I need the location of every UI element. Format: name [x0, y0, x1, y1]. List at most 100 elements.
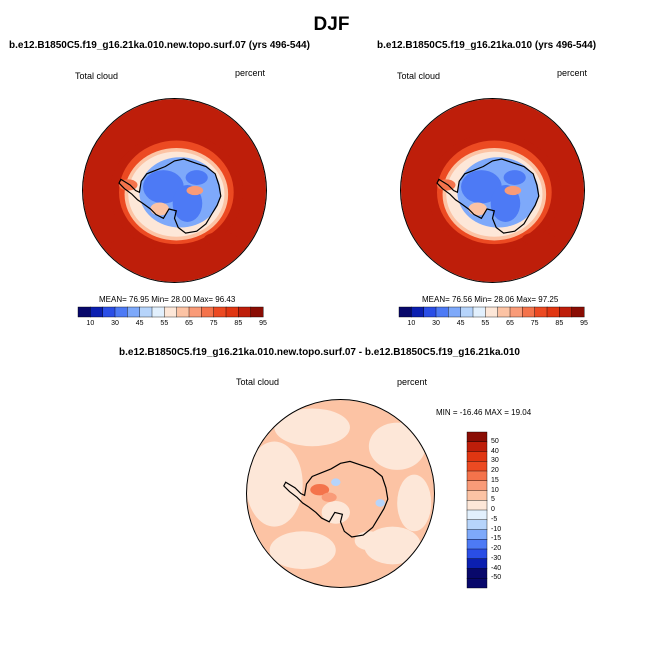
panel1-colorbar-swatch-1: [77, 306, 91, 318]
panel1-colorbar-swatch-14: [238, 306, 252, 318]
panel3-colorbar-tick-label: -15: [491, 535, 502, 543]
panel3-negative-region-3: [368, 422, 426, 470]
panel1-colorbar-tick-label: 95: [259, 320, 267, 327]
panel2-map-border: [400, 98, 585, 283]
panel3-map: [246, 399, 435, 588]
panel3-colorbar-swatch-4: [466, 461, 488, 472]
panel2-colorbar-swatch-10: [509, 306, 523, 318]
panel2-colorbar-tick-label: 85: [555, 320, 564, 327]
panel2-colorbar-swatch-5: [448, 306, 462, 318]
panel1-colorbar-tick-label: 65: [185, 320, 193, 327]
panel2-variable-label: Total cloud: [397, 71, 441, 81]
panel3-colorbar-tick-label: -20: [491, 545, 502, 552]
panel3-negative-region-8: [354, 531, 384, 551]
panel3-positive-peak: [310, 484, 330, 496]
panel3-negative-patch: [375, 499, 385, 507]
panel3-colorbar-tick-label: 10: [491, 486, 499, 494]
panel3-colorbar: [466, 431, 488, 589]
panel3-colorbar-swatch-10: [466, 519, 488, 531]
panel1-plateau-west: [143, 170, 184, 204]
panel1-colorbar-swatch-11: [201, 306, 215, 318]
panel2-plateau-west: [461, 170, 502, 204]
panel2-units-label: percent: [557, 68, 588, 78]
panel3-colorbar-swatch-13: [466, 548, 488, 560]
panel1-colorbar-swatch-13: [225, 306, 239, 318]
panel2-colorbar-tick-label: 75: [530, 320, 539, 327]
panel3-colorbar-swatch-8: [466, 500, 488, 511]
panel2-colorbar-swatch-14: [559, 306, 573, 318]
panel3-colorbar-tick-label: -10: [491, 525, 502, 533]
panel3-colorbar-tick-label: 0: [491, 506, 495, 513]
panel2-ocean-patch-2: [522, 232, 556, 246]
panel2-stats: MEAN= 76.56 Min= 28.06 Max= 97.25: [422, 295, 559, 304]
panel3-colorbar-tick-label: -40: [491, 564, 502, 572]
panel2-colorbar-swatch-7: [472, 306, 486, 318]
panel2-map: [400, 98, 585, 283]
panel1-units-label: percent: [235, 68, 266, 78]
panel1-map-border: [82, 98, 267, 283]
panel3-variable-label: Total cloud: [236, 377, 280, 387]
panel3-negative-region-4: [269, 531, 336, 570]
panel1-map: [82, 98, 267, 283]
panel2-colorbar-tick-label: 30: [432, 320, 440, 327]
panel1-colorbar-swatch-7: [151, 306, 165, 318]
panel3-colorbar-tick-label: 15: [491, 476, 499, 484]
panel3-colorbar-swatch-2: [466, 441, 488, 453]
panel3-colorbar-swatch-1: [466, 431, 488, 443]
panel3-colorbar-swatch-12: [466, 539, 488, 550]
panel3-coastline: [283, 460, 389, 538]
panel3-colorbar-swatch-14: [466, 558, 488, 570]
panel3-colorbar-tick-label: -30: [491, 554, 502, 562]
panel3-title: b.e12.B1850C5.f19_g16.21ka.010.new.topo.…: [119, 347, 520, 358]
panel2-colorbar: [398, 306, 585, 318]
panel1-warm-patch-1: [150, 202, 169, 216]
panel2-ocean-patch-1: [426, 238, 474, 254]
panel3-colorbar-swatch-15: [466, 568, 488, 579]
panel1-colorbar-swatch-15: [250, 306, 264, 318]
panel2-colorbar-tick-label: 10: [407, 320, 416, 327]
panel3-colorbar-swatch-3: [466, 451, 488, 462]
panel1-colorbar-swatch-4: [114, 306, 128, 318]
panel2-colorbar-swatch-13: [546, 306, 560, 318]
panel1-variable-label: Total cloud: [75, 71, 119, 81]
panel3-colorbar-swatch-9: [466, 509, 488, 521]
panel1-colorbar-swatch-2: [90, 306, 104, 318]
panel2-coastline: [436, 158, 540, 234]
panel1-colorbar-swatch-10: [188, 306, 202, 318]
panel3-colorbar-tick-label: -50: [491, 574, 502, 582]
panel1-colorbar-tick-label: 55: [160, 320, 169, 327]
panel3-map-border: [246, 399, 435, 588]
panel3-colorbar-swatch-5: [466, 470, 488, 482]
panel3-colorbar-tick-label: 5: [491, 496, 495, 504]
panel3-units-label: percent: [397, 377, 428, 387]
panel2-colorbar-swatch-4: [435, 306, 449, 318]
panel1-colorbar-swatch-8: [164, 306, 178, 318]
panel3-colorbar-tick-label: 20: [491, 467, 499, 474]
panel2-plateau-east: [503, 170, 526, 185]
panel3-colorbar-swatch-low: [466, 578, 488, 589]
panel2-colorbar-tick-label: 45: [456, 320, 465, 327]
panel1-colorbar-swatch-9: [176, 306, 190, 318]
panel1-colorbar-tick-label: 45: [135, 320, 144, 327]
panel1-ocean-patch-1: [108, 238, 156, 254]
panel2-warm-patch-1: [468, 202, 487, 216]
panel3-colorbar-swatch-6: [466, 480, 488, 492]
panel3-colorbar-tick-label: 40: [491, 447, 499, 455]
panel2-colorbar-swatch-12: [534, 306, 548, 318]
panel1-colorbar-tick-label: 30: [111, 320, 119, 327]
panel1-colorbar-tick-label: 10: [86, 320, 95, 327]
panel2-title: b.e12.B1850C5.f19_g16.21ka.010 (yrs 496-…: [377, 40, 597, 51]
panel1-title: b.e12.B1850C5.f19_g16.21ka.010.new.topo.…: [9, 40, 310, 51]
panel1-colorbar-swatch-3: [102, 306, 116, 318]
panel2-colorbar-swatch-1: [398, 306, 412, 318]
panel1-stats: MEAN= 76.95 Min= 28.00 Max= 96.43: [99, 295, 236, 304]
panel3-negative-peak: [331, 478, 341, 486]
panel3-stats: MIN = -16.46 MAX = 19.04: [436, 408, 532, 417]
panel3-colorbar-swatch-7: [466, 490, 488, 501]
panel1-field: [83, 99, 266, 282]
panel3-colorbar-tick-label: -5: [491, 515, 498, 523]
panel2-colorbar-swatch-3: [423, 306, 437, 318]
panel1-plateau-east: [185, 170, 208, 185]
panel2-colorbar-swatch-9: [497, 306, 511, 318]
panel3-colorbar-tick-label: 50: [491, 437, 499, 445]
